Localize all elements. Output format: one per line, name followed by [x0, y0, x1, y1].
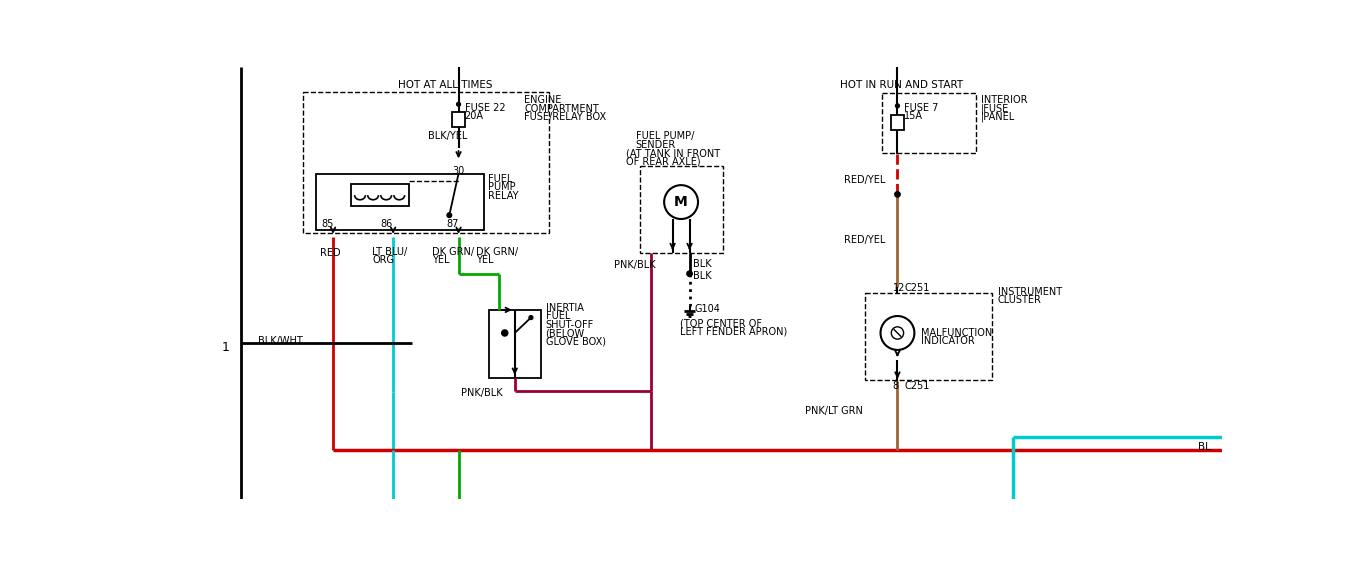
Text: FUSE 7: FUSE 7 [903, 103, 938, 113]
Circle shape [456, 102, 460, 106]
Text: BLK/WHT: BLK/WHT [259, 336, 304, 346]
Text: 15A: 15A [903, 111, 922, 121]
Text: FUSE/RELAY BOX: FUSE/RELAY BOX [524, 112, 606, 122]
Text: BLK/YEL: BLK/YEL [428, 131, 467, 141]
Circle shape [895, 192, 900, 197]
Text: PNK/BLK: PNK/BLK [614, 260, 655, 270]
Text: RED/YEL: RED/YEL [843, 175, 885, 185]
Text: INDICATOR: INDICATOR [921, 336, 974, 346]
Circle shape [896, 104, 899, 108]
Text: |FUSE: |FUSE [981, 104, 1009, 114]
Text: FUSE 22: FUSE 22 [464, 103, 505, 113]
Bar [316, 173, 484, 230]
Text: G104: G104 [695, 305, 720, 315]
Text: COMPARTMENT: COMPARTMENT [524, 104, 599, 113]
Text: INSTRUMENT: INSTRUMENT [997, 287, 1062, 297]
Text: |PANEL: |PANEL [981, 112, 1015, 122]
Text: ENGINE: ENGINE [524, 95, 561, 105]
Text: YEL: YEL [477, 255, 494, 265]
Text: 20A: 20A [464, 111, 484, 121]
Bar [891, 115, 903, 131]
Bar [489, 310, 541, 378]
Text: FUEL: FUEL [488, 173, 512, 183]
Text: FUEL PUMP/: FUEL PUMP/ [636, 131, 695, 141]
Text: PNK/BLK: PNK/BLK [460, 388, 503, 398]
Text: ORG: ORG [372, 255, 395, 265]
Text: 1: 1 [222, 341, 229, 353]
Text: C251: C251 [904, 283, 930, 293]
Text: HOT IN RUN AND START: HOT IN RUN AND START [840, 80, 963, 90]
Text: LEFT FENDER APRON): LEFT FENDER APRON) [680, 327, 787, 337]
Circle shape [686, 271, 692, 277]
Text: OF REAR AXLE): OF REAR AXLE) [627, 157, 701, 167]
Text: (TOP CENTER OF: (TOP CENTER OF [680, 318, 763, 328]
Text: 12: 12 [893, 283, 906, 293]
Text: SHUT-OFF: SHUT-OFF [546, 320, 594, 330]
Bar [883, 93, 977, 153]
Text: C251: C251 [904, 381, 930, 392]
Text: PUMP: PUMP [488, 182, 515, 192]
Text: INTERIOR: INTERIOR [981, 95, 1027, 105]
Bar [640, 166, 723, 253]
Bar [302, 92, 549, 233]
Text: 86: 86 [381, 219, 394, 229]
Text: M: M [674, 195, 688, 209]
Text: 85: 85 [321, 219, 334, 229]
Text: YEL: YEL [432, 255, 449, 265]
Text: 87: 87 [447, 219, 459, 229]
Text: INERTIA: INERTIA [546, 303, 583, 313]
Circle shape [528, 316, 533, 320]
Text: LT BLU/: LT BLU/ [372, 247, 407, 257]
Bar [351, 185, 409, 206]
Circle shape [447, 213, 452, 218]
Text: BL: BL [1197, 442, 1211, 452]
Text: FUEL: FUEL [546, 311, 569, 321]
Circle shape [501, 330, 508, 336]
Text: BLK: BLK [693, 259, 711, 269]
Text: DK GRN/: DK GRN/ [432, 247, 474, 257]
Bar [452, 112, 464, 127]
Text: CLUSTER: CLUSTER [997, 295, 1042, 305]
Text: 8: 8 [893, 381, 899, 392]
Text: GLOVE BOX): GLOVE BOX) [546, 337, 606, 347]
Text: HOT AT ALL TIMES: HOT AT ALL TIMES [399, 80, 493, 90]
Text: BLK: BLK [693, 270, 711, 280]
Text: (BELOW: (BELOW [546, 328, 584, 338]
Text: PNK/LT GRN: PNK/LT GRN [805, 406, 864, 416]
Text: DK GRN/: DK GRN/ [477, 247, 519, 257]
Text: (AT TANK IN FRONT: (AT TANK IN FRONT [627, 148, 720, 158]
Text: 30: 30 [452, 166, 464, 176]
Text: SENDER: SENDER [636, 140, 676, 150]
Text: MALFUNCTION: MALFUNCTION [921, 328, 992, 338]
Text: RED/YEL: RED/YEL [843, 235, 885, 245]
Bar [865, 293, 992, 380]
Text: RELAY: RELAY [488, 191, 519, 200]
Text: RED: RED [320, 249, 340, 258]
